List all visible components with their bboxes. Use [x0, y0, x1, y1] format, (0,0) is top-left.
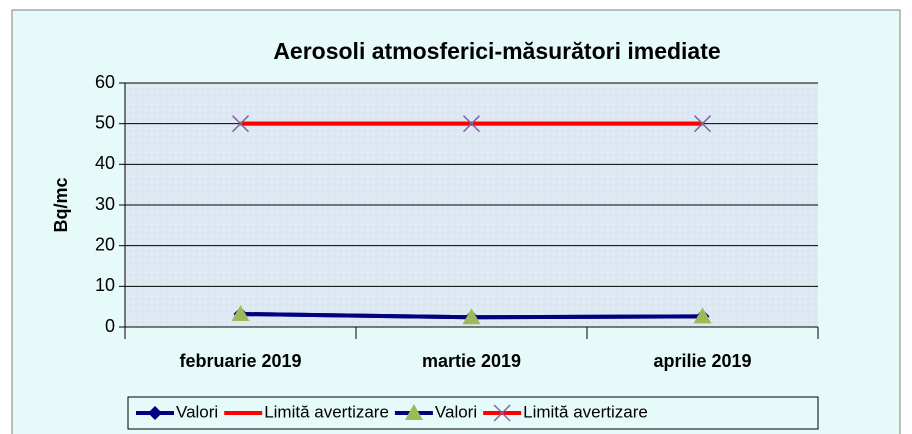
- x-tick-label: martie 2019: [422, 351, 521, 371]
- legend-marker: [493, 404, 511, 422]
- chart-title: Aerosoli atmosferici-măsurători imediate: [273, 38, 720, 64]
- y-tick-label: 60: [95, 72, 115, 92]
- legend-marker: [148, 406, 162, 420]
- y-tick-label: 0: [105, 316, 115, 336]
- legend-label: Limită avertizare: [523, 402, 648, 421]
- data-point: [693, 115, 712, 133]
- y-axis-label: Bq/mc: [51, 177, 71, 232]
- y-tick-label: 40: [95, 153, 115, 173]
- data-point: [231, 115, 250, 133]
- y-tick-label: 50: [95, 112, 115, 132]
- y-tick-label: 30: [95, 194, 115, 214]
- data-point: [231, 304, 250, 321]
- legend-label: Valori: [176, 402, 218, 421]
- data-point: [462, 115, 481, 133]
- y-tick-label: 10: [95, 275, 115, 295]
- legend-marker: [404, 404, 423, 420]
- legend: [127, 396, 819, 430]
- legend-label: Valori: [435, 402, 477, 421]
- data-point: [462, 308, 481, 325]
- x-tick-label: februarie 2019: [179, 351, 301, 371]
- legend-label: Limită avertizare: [264, 402, 389, 421]
- x-tick-label: aprilie 2019: [653, 351, 751, 371]
- y-tick-label: 20: [95, 234, 115, 254]
- data-point: [693, 307, 712, 324]
